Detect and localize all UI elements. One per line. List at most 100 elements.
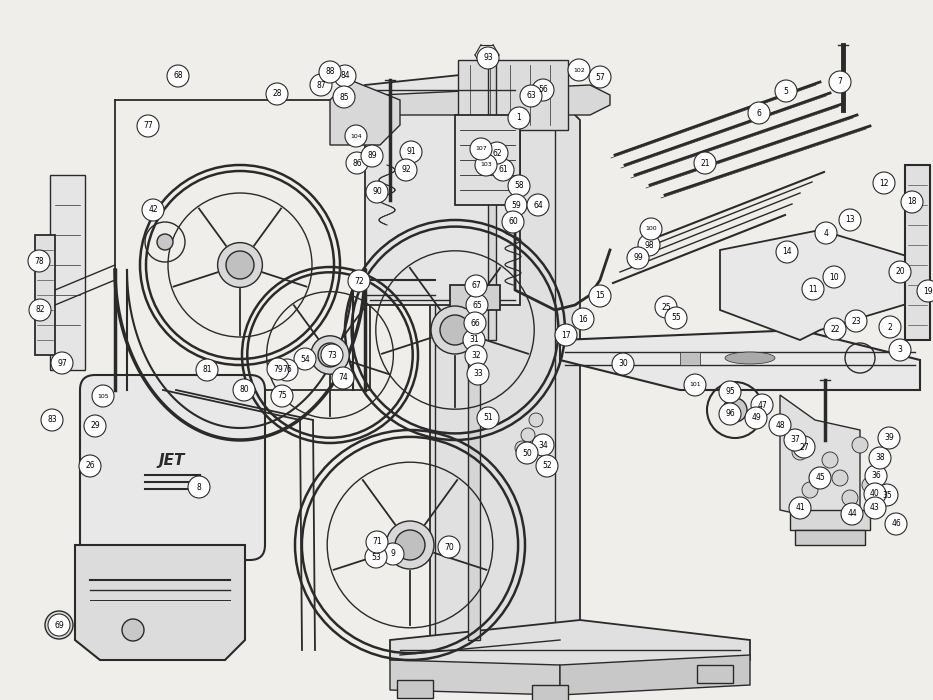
Text: 57: 57: [595, 73, 605, 81]
Text: 7: 7: [838, 78, 842, 87]
Circle shape: [233, 379, 255, 401]
Circle shape: [723, 398, 747, 422]
Polygon shape: [905, 165, 930, 340]
Circle shape: [276, 359, 298, 381]
Circle shape: [878, 427, 900, 449]
Circle shape: [318, 343, 342, 367]
Text: 34: 34: [538, 440, 548, 449]
Circle shape: [477, 407, 499, 429]
Circle shape: [294, 348, 316, 370]
Polygon shape: [450, 285, 500, 310]
Circle shape: [521, 428, 535, 442]
Text: 3: 3: [898, 346, 902, 354]
Circle shape: [665, 307, 687, 329]
Text: 80: 80: [239, 386, 249, 395]
Text: 21: 21: [701, 158, 710, 167]
Text: 65: 65: [472, 300, 481, 309]
Circle shape: [640, 218, 662, 240]
Circle shape: [508, 175, 530, 197]
Text: 81: 81: [202, 365, 212, 375]
Text: 83: 83: [48, 416, 57, 424]
Polygon shape: [365, 75, 520, 305]
Text: 66: 66: [470, 318, 480, 328]
Circle shape: [334, 65, 356, 87]
Text: 9: 9: [391, 550, 396, 559]
Text: 85: 85: [340, 92, 349, 102]
Text: 18: 18: [907, 197, 917, 206]
Text: 25: 25: [661, 302, 671, 312]
Text: 38: 38: [875, 454, 884, 463]
Circle shape: [879, 316, 901, 338]
Circle shape: [84, 415, 106, 437]
Text: 49: 49: [751, 414, 761, 423]
Text: 5: 5: [784, 87, 788, 95]
Text: 26: 26: [85, 461, 95, 470]
Text: 78: 78: [35, 256, 44, 265]
Circle shape: [463, 329, 485, 351]
Text: 39: 39: [884, 433, 894, 442]
Polygon shape: [488, 60, 496, 340]
Circle shape: [802, 482, 818, 498]
Text: 62: 62: [493, 148, 502, 158]
Text: 93: 93: [483, 53, 493, 62]
Text: 60: 60: [508, 218, 518, 227]
Polygon shape: [790, 510, 870, 530]
Text: 107: 107: [475, 146, 487, 151]
Text: 105: 105: [97, 393, 109, 398]
Polygon shape: [50, 175, 85, 370]
Text: 92: 92: [401, 165, 411, 174]
Circle shape: [465, 275, 487, 297]
Text: 101: 101: [689, 382, 701, 388]
Circle shape: [467, 363, 489, 385]
Circle shape: [862, 477, 878, 493]
Text: 98: 98: [644, 241, 654, 249]
Circle shape: [532, 434, 554, 456]
Text: 47: 47: [757, 400, 767, 410]
Circle shape: [589, 285, 611, 307]
Text: 22: 22: [830, 325, 840, 333]
Circle shape: [901, 191, 923, 213]
Text: 89: 89: [368, 151, 377, 160]
Circle shape: [431, 306, 479, 354]
Text: 79: 79: [273, 365, 283, 374]
Text: 70: 70: [444, 542, 453, 552]
Circle shape: [467, 323, 481, 337]
Circle shape: [470, 138, 492, 160]
Circle shape: [832, 470, 848, 486]
FancyBboxPatch shape: [80, 375, 265, 560]
Text: 29: 29: [91, 421, 100, 430]
Text: 40: 40: [870, 489, 880, 498]
Text: 31: 31: [469, 335, 479, 344]
Circle shape: [142, 199, 164, 221]
Circle shape: [266, 83, 288, 105]
Circle shape: [869, 447, 891, 469]
Text: 104: 104: [350, 134, 362, 139]
Circle shape: [345, 125, 367, 147]
Circle shape: [467, 308, 481, 322]
Circle shape: [684, 374, 706, 396]
Circle shape: [310, 74, 332, 96]
Text: 67: 67: [471, 281, 480, 290]
Polygon shape: [455, 115, 520, 205]
Text: 36: 36: [871, 472, 881, 480]
Circle shape: [917, 280, 933, 302]
Polygon shape: [380, 85, 610, 115]
Circle shape: [789, 497, 811, 519]
Circle shape: [466, 294, 488, 316]
Circle shape: [395, 159, 417, 181]
Circle shape: [568, 59, 590, 81]
Circle shape: [157, 234, 173, 250]
Circle shape: [226, 251, 254, 279]
Circle shape: [627, 247, 649, 269]
Text: 23: 23: [851, 316, 861, 326]
Circle shape: [572, 308, 594, 330]
Circle shape: [440, 315, 470, 345]
Circle shape: [464, 312, 486, 334]
Circle shape: [365, 546, 387, 568]
Circle shape: [217, 243, 262, 288]
Text: 8: 8: [197, 482, 202, 491]
Circle shape: [532, 79, 554, 101]
Text: 99: 99: [634, 253, 643, 262]
Text: 86: 86: [352, 158, 362, 167]
Circle shape: [839, 209, 861, 231]
